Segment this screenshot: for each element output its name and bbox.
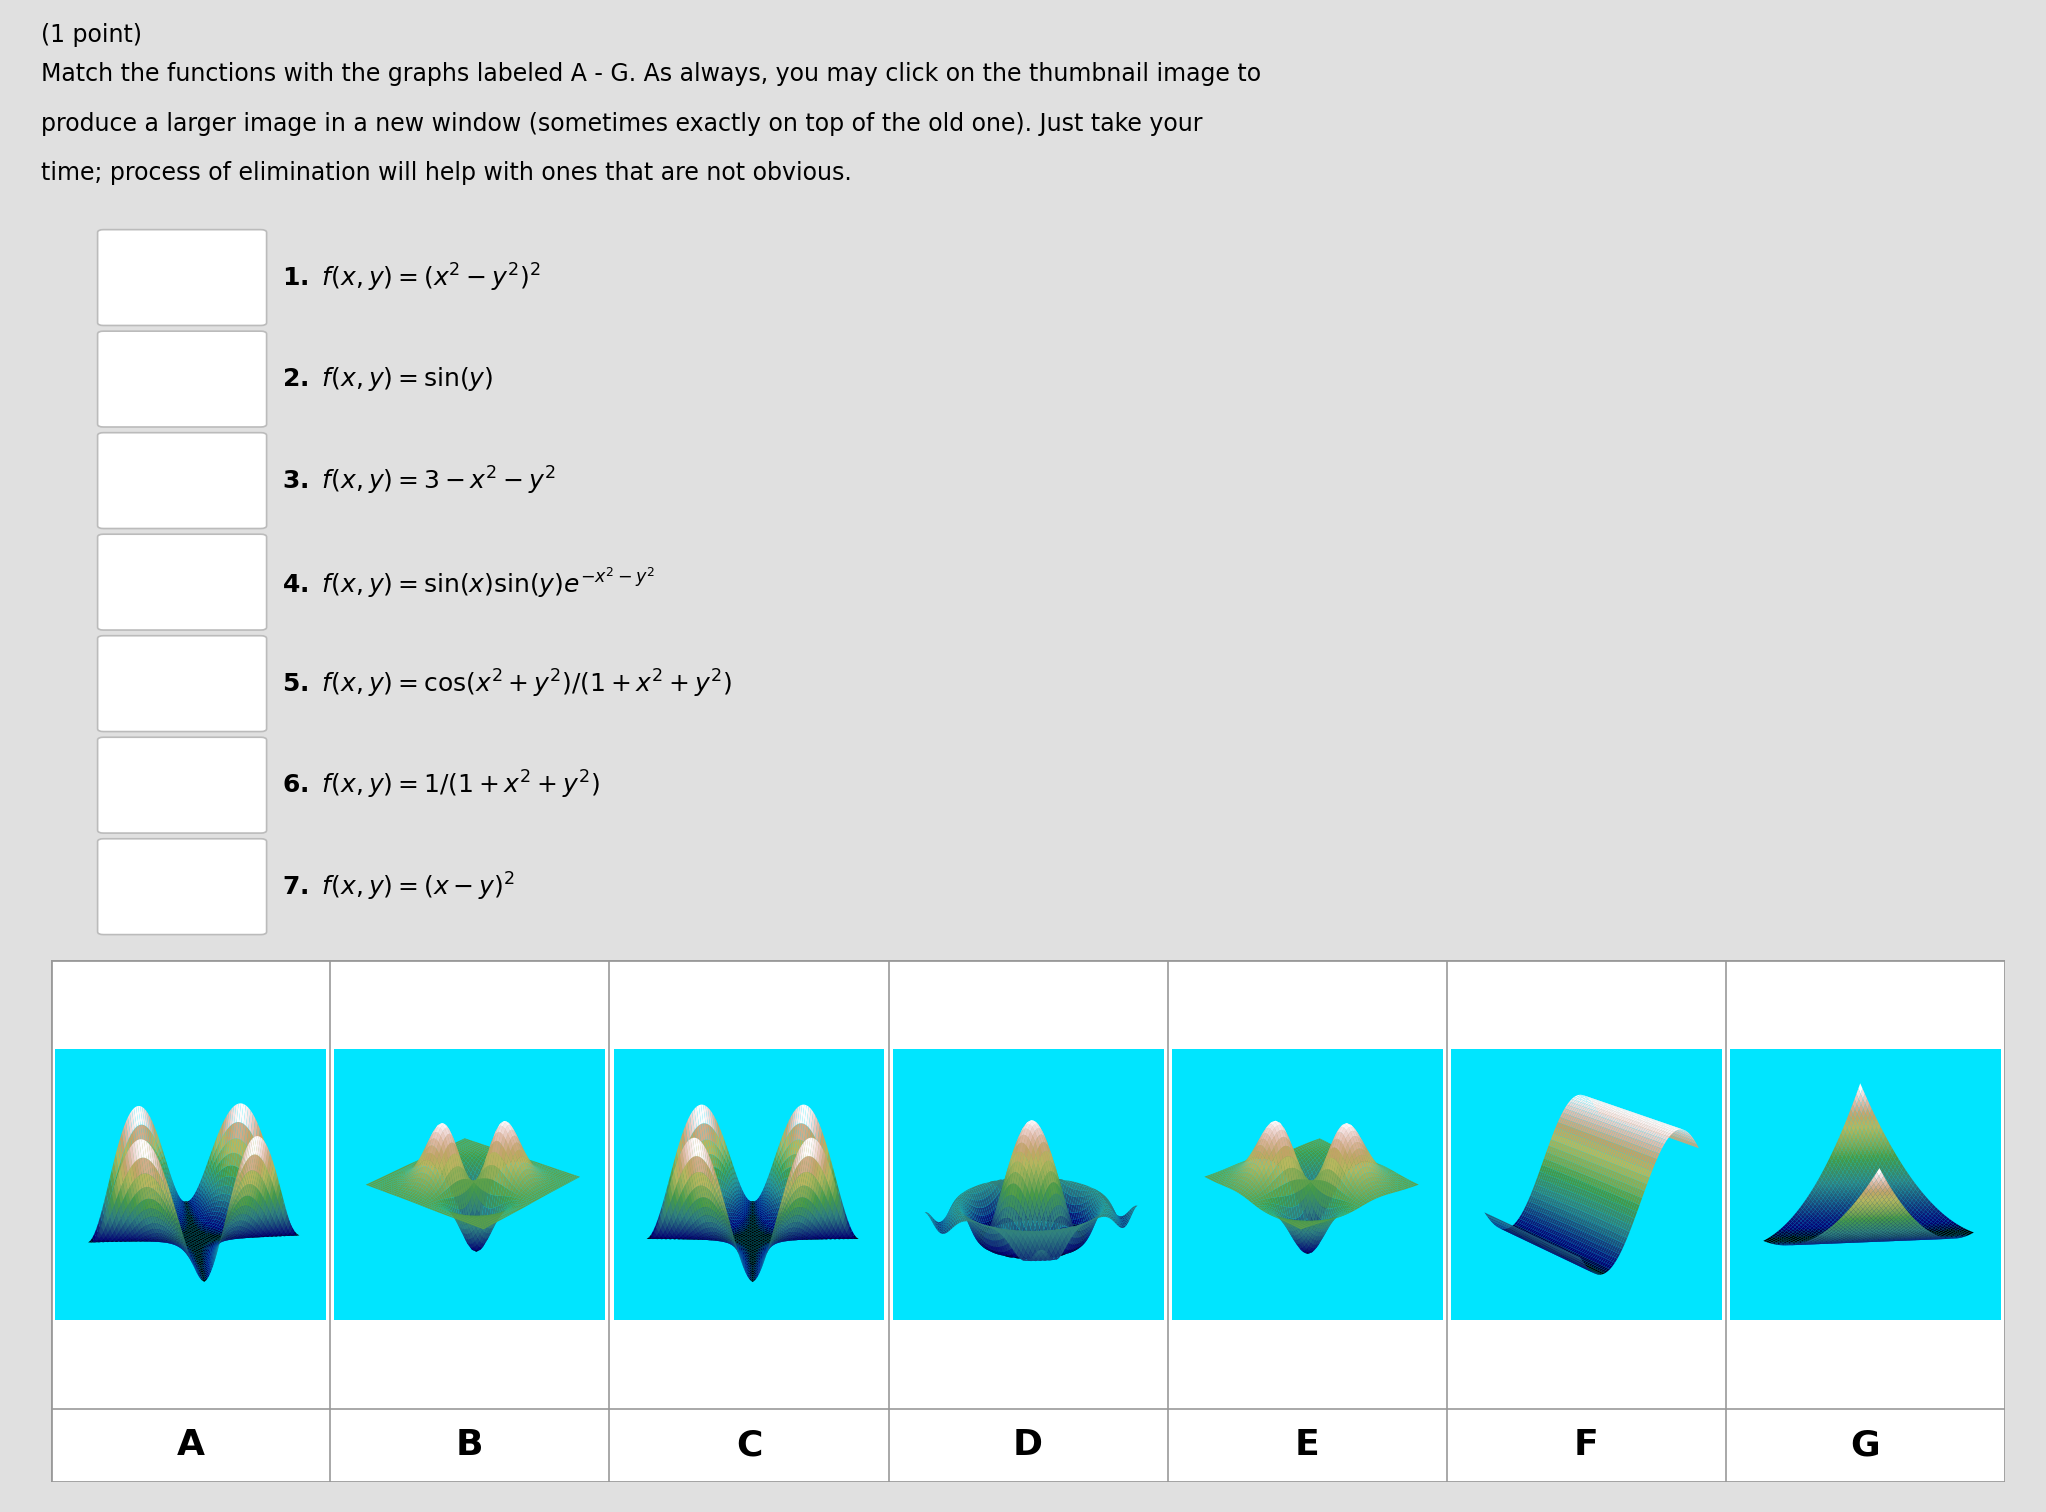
FancyBboxPatch shape [98,331,266,426]
FancyBboxPatch shape [98,432,266,529]
Text: $\mathbf{4.}\ f(x, y) = \sin(x)\sin(y)e^{-x^2-y^2}$: $\mathbf{4.}\ f(x, y) = \sin(x)\sin(y)e^… [282,564,655,600]
Text: $\mathbf{3.}\ f(x, y) = 3 - x^2 - y^2$: $\mathbf{3.}\ f(x, y) = 3 - x^2 - y^2$ [282,464,557,497]
Text: $\mathbf{1.}\ f(x, y) = (x^2 - y^2)^2$: $\mathbf{1.}\ f(x, y) = (x^2 - y^2)^2$ [282,262,540,293]
Text: C: C [737,1429,763,1462]
Text: D: D [1013,1429,1043,1462]
Text: $\mathbf{6.}\ f(x, y) = 1/(1 + x^2 + y^2)$: $\mathbf{6.}\ f(x, y) = 1/(1 + x^2 + y^2… [282,770,599,801]
FancyBboxPatch shape [98,738,266,833]
Text: A: A [176,1429,205,1462]
Text: time; process of elimination will help with ones that are not obvious.: time; process of elimination will help w… [41,162,851,186]
FancyBboxPatch shape [98,230,266,325]
FancyBboxPatch shape [98,839,266,934]
Text: $\mathbf{7.}\ f(x, y) = (x - y)^2$: $\mathbf{7.}\ f(x, y) = (x - y)^2$ [282,871,516,903]
Text: G: G [1852,1429,1880,1462]
Text: $\mathbf{2.}\ f(x, y) = \sin(y)$: $\mathbf{2.}\ f(x, y) = \sin(y)$ [282,364,493,393]
Text: F: F [1573,1429,1598,1462]
Text: Match the functions with the graphs labeled A - G. As always, you may click on t: Match the functions with the graphs labe… [41,62,1260,86]
FancyBboxPatch shape [98,534,266,631]
Text: produce a larger image in a new window (sometimes exactly on top of the old one): produce a larger image in a new window (… [41,112,1203,136]
Text: B: B [456,1429,483,1462]
FancyBboxPatch shape [98,635,266,732]
Text: $\mathbf{5.}\ f(x, y) = \cos(x^2 + y^2)/(1 + x^2 + y^2)$: $\mathbf{5.}\ f(x, y) = \cos(x^2 + y^2)/… [282,667,732,700]
Text: E: E [1295,1429,1320,1462]
Text: (1 point): (1 point) [41,24,141,47]
